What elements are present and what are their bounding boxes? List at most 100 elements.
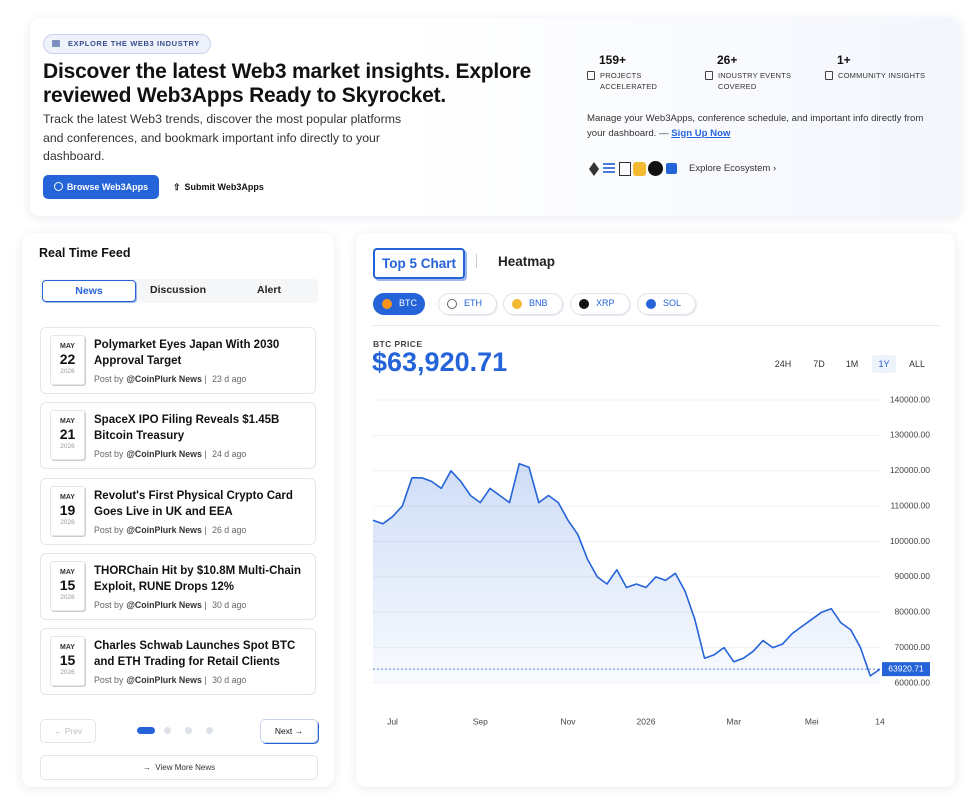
tab[interactable]: Heatmap bbox=[498, 254, 556, 269]
manage-copy: Manage your Web3Apps, conference schedul… bbox=[587, 113, 924, 139]
explore-label: Explore Ecosystem bbox=[689, 163, 771, 174]
line bbox=[372, 462, 881, 677]
news-author: @CoinPlurk News bbox=[126, 675, 202, 686]
browse-button[interactable]: Browse Web3Apps bbox=[43, 175, 159, 199]
coin-label[interactable]: XRP bbox=[596, 298, 615, 308]
news-author: @CoinPlurk News bbox=[126, 524, 202, 535]
news-age: 30 d ago bbox=[212, 599, 247, 610]
ecosystem-icons bbox=[589, 160, 679, 178]
explore-link[interactable]: Explore Ecosystem › bbox=[689, 163, 777, 174]
range-button[interactable]: 24H bbox=[774, 359, 792, 369]
date-box bbox=[50, 335, 85, 385]
signup-link[interactable]: Sign Up Now bbox=[671, 127, 731, 139]
feed-tab[interactable]: Alert bbox=[257, 284, 281, 296]
date-day: 21 bbox=[59, 426, 76, 443]
submit-label: Submit Web3Apps bbox=[184, 182, 264, 192]
stat-value: 26+ bbox=[717, 53, 738, 67]
news-card[interactable] bbox=[40, 552, 316, 620]
news-title[interactable]: SpaceX IPO Filing Reveals $1.45B Bitcoin… bbox=[94, 414, 280, 443]
date-box bbox=[50, 560, 85, 611]
date-year: 2026 bbox=[60, 368, 75, 375]
hero-title: Discover the latest Web3 market insights… bbox=[43, 60, 532, 107]
feed-tab[interactable]: Discussion bbox=[149, 284, 207, 296]
news-author: @CoinPlurk News bbox=[126, 449, 202, 460]
page-dot-active[interactable] bbox=[137, 727, 155, 734]
news-age: 26 d ago bbox=[212, 524, 247, 535]
hero-description: Track the latest Web3 trends, discover t… bbox=[43, 112, 402, 163]
date-month: MAY bbox=[60, 343, 75, 350]
news-title[interactable]: Revolut's First Physical Crypto Card Goe… bbox=[94, 489, 293, 518]
coin-chip[interactable] bbox=[570, 293, 630, 315]
page-dot[interactable] bbox=[185, 727, 192, 734]
news-meta: Post by @CoinPlurk News | 30 d ago bbox=[94, 599, 247, 610]
news-age: 24 d ago bbox=[212, 449, 247, 460]
stat-icon bbox=[587, 71, 595, 80]
coin-chip[interactable] bbox=[438, 293, 497, 315]
view-more-label: View More News bbox=[155, 763, 216, 772]
date-day: 19 bbox=[59, 501, 76, 518]
range-button[interactable]: 1M bbox=[845, 359, 859, 369]
news-age: 23 d ago bbox=[212, 374, 247, 384]
page-dot[interactable] bbox=[164, 727, 171, 734]
x-tick-label: Mei bbox=[805, 716, 819, 726]
y-tick-label: 60000.00 bbox=[895, 677, 931, 687]
y-tick-label: 140000.00 bbox=[890, 394, 930, 404]
news-card[interactable] bbox=[40, 402, 316, 470]
news-prefix: Post by bbox=[94, 524, 124, 535]
page-dot[interactable] bbox=[206, 727, 213, 734]
stat-icon bbox=[825, 71, 833, 80]
stat-label: PROJECTS ACCELERATED bbox=[600, 71, 658, 91]
y-tick-label: 100000.00 bbox=[890, 536, 930, 546]
y-tick-label: 90000.00 bbox=[895, 571, 931, 581]
manage-text: Manage your Web3Apps, conference schedul… bbox=[587, 112, 932, 141]
coin-label[interactable]: SOL bbox=[663, 298, 682, 308]
range-button[interactable]: 1Y bbox=[872, 355, 896, 373]
news-prefix: Post by bbox=[94, 675, 124, 686]
news-card[interactable] bbox=[40, 327, 316, 394]
view-more-button[interactable]: → View More News bbox=[40, 755, 318, 780]
coin-icon bbox=[579, 299, 589, 309]
stat-value: 159+ bbox=[599, 53, 627, 67]
range-button[interactable]: 7D bbox=[813, 359, 825, 369]
news-title[interactable]: Polymarket Eyes Japan With 2030 Approval… bbox=[94, 339, 280, 367]
x-tick-label: Sep bbox=[473, 716, 488, 726]
coin-label[interactable]: BTC bbox=[399, 298, 417, 308]
range-button[interactable]: ALL bbox=[908, 359, 925, 369]
date-year: 2026 bbox=[60, 669, 75, 677]
date-day: 15 bbox=[59, 576, 76, 593]
divider bbox=[373, 325, 939, 326]
coin-label[interactable]: BNB bbox=[529, 298, 548, 308]
date-box bbox=[50, 636, 85, 687]
price: $63,920.71 bbox=[372, 347, 508, 377]
badge-icon bbox=[52, 40, 60, 47]
x-tick-label: Nov bbox=[560, 716, 576, 726]
stat-label: INDUSTRY EVENTS COVERED bbox=[718, 71, 792, 91]
y-tick-label: 110000.00 bbox=[890, 500, 930, 510]
y-tick-label: 70000.00 bbox=[895, 642, 931, 652]
news-author: @CoinPlurk News bbox=[126, 599, 202, 610]
coin-chip[interactable] bbox=[637, 293, 696, 315]
prev-label: Prev bbox=[64, 726, 83, 736]
y-tick-label: 80000.00 bbox=[895, 607, 931, 617]
feed-tab-active[interactable]: News bbox=[42, 280, 136, 302]
news-card[interactable] bbox=[40, 477, 316, 545]
coin-label[interactable]: ETH bbox=[464, 298, 482, 308]
coin-chip-active[interactable] bbox=[373, 293, 425, 315]
submit-button[interactable]: ⇧ Submit Web3Apps bbox=[173, 182, 264, 192]
news-card[interactable] bbox=[40, 628, 316, 696]
news-prefix: Post by bbox=[94, 449, 124, 460]
news-title[interactable]: Charles Schwab Launches Spot BTC and ETH… bbox=[94, 640, 296, 669]
news-prefix: Post by bbox=[94, 374, 124, 384]
x-tick-label: 2026 bbox=[637, 716, 656, 726]
next-label: Next bbox=[274, 726, 293, 736]
area bbox=[373, 463, 880, 683]
coin-chip[interactable] bbox=[503, 293, 563, 315]
prev-button[interactable]: ← Prev bbox=[40, 719, 96, 743]
news-title[interactable]: THORChain Hit by $10.8M Multi-Chain Expl… bbox=[94, 564, 302, 593]
tab-active[interactable]: Top 5 Chart bbox=[373, 248, 465, 279]
tab-divider bbox=[476, 254, 477, 268]
date-month: MAY bbox=[60, 493, 75, 501]
news-meta: Post by @CoinPlurk News | 30 d ago bbox=[94, 675, 247, 686]
coin-icon bbox=[447, 299, 457, 309]
next-button[interactable]: Next → bbox=[260, 719, 318, 743]
